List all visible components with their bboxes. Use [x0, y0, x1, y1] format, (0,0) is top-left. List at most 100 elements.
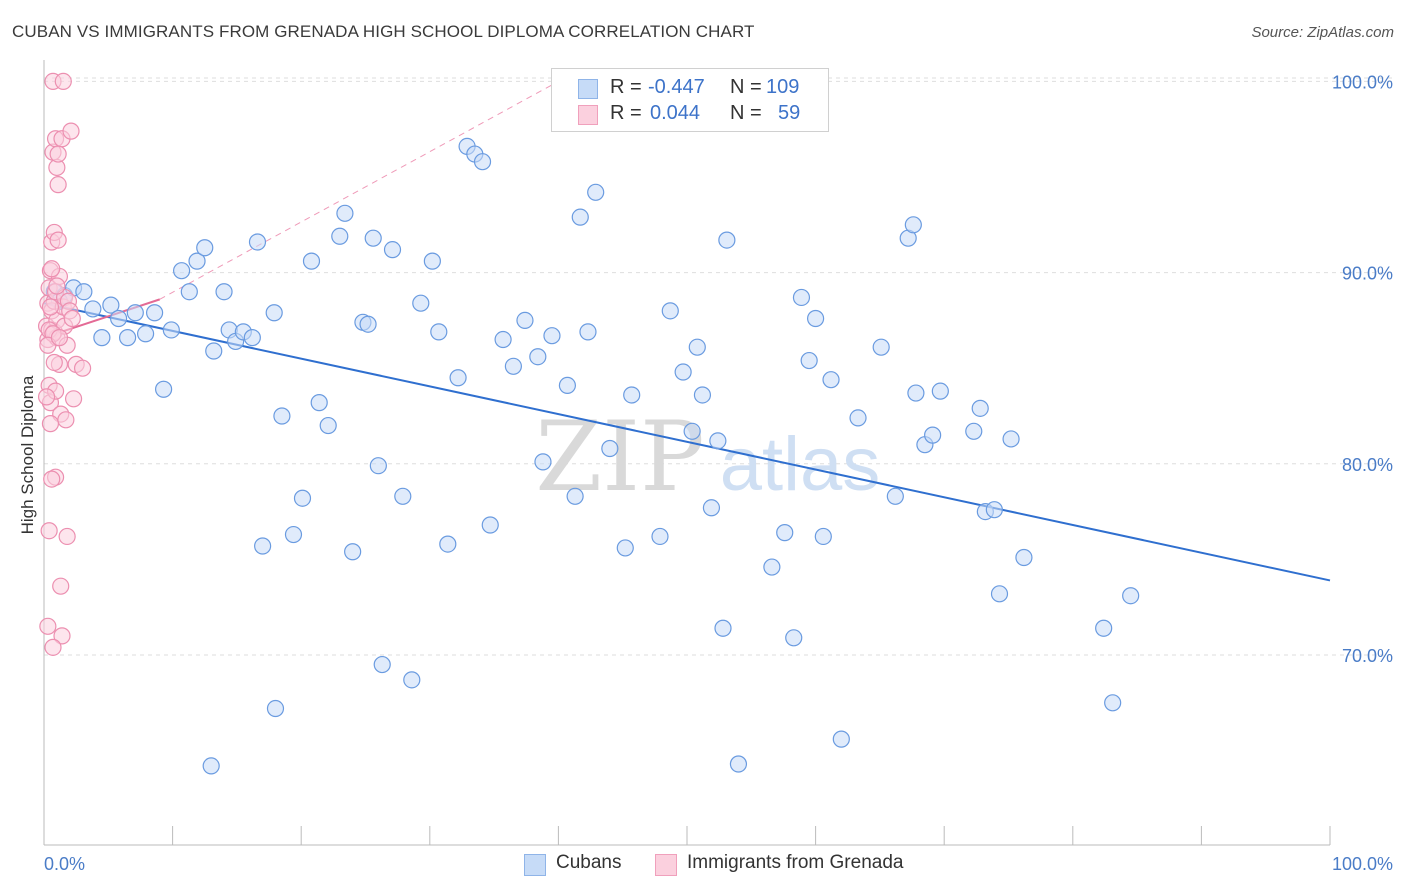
point-cubans — [800, 351, 818, 370]
point-grenada — [73, 359, 92, 377]
point-cubans — [93, 329, 111, 347]
point-cubans — [84, 300, 102, 318]
legend-r-value: 0.044 — [650, 102, 701, 124]
legend-label-grenada: Immigrants from Grenada — [687, 852, 904, 873]
point-cubans — [558, 376, 577, 395]
point-cubans — [579, 323, 597, 341]
point-cubans — [714, 619, 732, 637]
point-cubans — [985, 501, 1003, 519]
point-grenada — [43, 470, 61, 488]
point-cubans — [661, 302, 679, 320]
point-cubans — [302, 252, 321, 270]
point-cubans — [319, 416, 337, 435]
point-grenada — [49, 145, 67, 163]
point-grenada — [53, 627, 71, 645]
point-cubans — [145, 304, 164, 322]
point-cubans — [806, 309, 825, 328]
point-grenada — [54, 72, 72, 91]
point-cubans — [215, 283, 233, 301]
point-cubans — [971, 399, 989, 417]
point-cubans — [763, 558, 781, 576]
point-cubans — [709, 432, 727, 450]
point-cubans — [1095, 619, 1113, 637]
point-cubans — [904, 216, 922, 234]
point-cubans — [1104, 694, 1122, 712]
point-cubans — [651, 527, 669, 546]
point-cubans — [1122, 587, 1140, 605]
point-cubans — [529, 348, 547, 366]
point-cubans — [516, 311, 534, 329]
point-cubans — [718, 231, 736, 249]
correlation-legend: R = -0.447 N = 109 R = 0.044 N = 59 — [551, 68, 829, 132]
point-cubans — [792, 288, 811, 307]
point-cubans — [832, 730, 850, 748]
point-cubans — [196, 239, 214, 257]
point-cubans — [534, 453, 552, 471]
point-cubans — [248, 233, 267, 251]
point-grenada — [40, 522, 58, 540]
point-cubans — [473, 153, 492, 171]
point-cubans — [180, 283, 198, 301]
legend-n-value: 109 — [766, 76, 800, 98]
point-grenada — [43, 260, 61, 278]
point-cubans — [109, 309, 128, 328]
point-cubans — [674, 363, 692, 381]
legend-row-cubans: R = -0.447 N = 109 — [552, 74, 828, 100]
point-grenada — [58, 527, 76, 546]
point-cubans — [118, 329, 137, 347]
point-cubans — [154, 380, 173, 398]
point-grenada — [64, 390, 83, 408]
point-grenada — [45, 353, 63, 372]
point-grenada — [48, 277, 66, 295]
point-cubans — [849, 409, 867, 427]
point-grenada — [57, 411, 75, 429]
point-grenada — [49, 176, 67, 194]
legend-n-label: N = — [730, 102, 762, 124]
y-axis-label: High School Diploma — [18, 375, 37, 534]
data-points — [37, 72, 1140, 775]
point-cubans — [814, 527, 832, 546]
point-cubans — [587, 183, 605, 201]
point-cubans — [566, 487, 584, 505]
trend-line-grenada-extension — [159, 80, 559, 300]
axes — [43, 60, 1331, 846]
point-cubans — [683, 422, 701, 440]
point-cubans — [616, 539, 634, 557]
grid-lines — [44, 77, 1392, 656]
point-cubans — [75, 283, 93, 301]
point-cubans — [702, 499, 721, 517]
point-cubans — [886, 487, 904, 505]
point-cubans — [136, 325, 155, 343]
point-cubans — [331, 227, 349, 245]
legend-r-label: R = — [610, 76, 642, 98]
point-cubans — [494, 330, 512, 349]
point-cubans — [344, 543, 362, 561]
legend-label-cubans: Cubans — [556, 852, 622, 873]
point-cubans — [188, 252, 206, 270]
point-cubans — [693, 386, 712, 404]
point-grenada — [63, 309, 81, 328]
point-cubans — [205, 342, 223, 360]
y-tick-label: 70.0% — [1342, 646, 1393, 666]
point-cubans — [369, 457, 387, 475]
point-cubans — [688, 338, 706, 356]
point-cubans — [571, 208, 589, 226]
point-grenada — [44, 638, 62, 656]
point-cubans — [310, 394, 328, 412]
legend-swatch-grenada — [578, 105, 598, 125]
watermark: ZIP atlas — [535, 401, 880, 513]
legend-r-label: R = — [610, 102, 642, 124]
legend-swatch-cubans — [524, 854, 546, 876]
point-cubans — [924, 426, 942, 444]
point-cubans — [284, 525, 303, 544]
point-cubans — [266, 699, 285, 718]
point-grenada — [49, 231, 67, 249]
point-cubans — [359, 315, 377, 333]
point-cubans — [364, 229, 382, 247]
axis-labels: 70.0% 80.0% 90.0% 100.0% 0.0% 100.0% High Scho… — [18, 72, 1393, 874]
point-cubans — [776, 524, 794, 542]
y-tick-label: 100.0% — [1332, 72, 1393, 92]
point-grenada — [41, 298, 60, 316]
point-cubans — [162, 321, 180, 339]
point-grenada — [41, 415, 60, 433]
